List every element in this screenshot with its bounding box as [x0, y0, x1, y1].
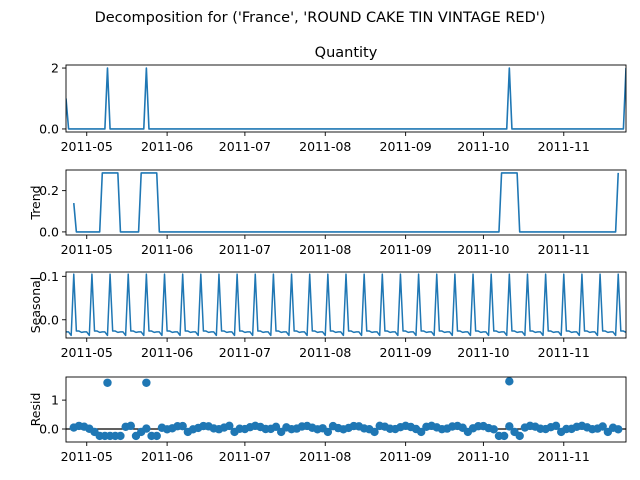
figure-suptitle: Decomposition for ('France', 'ROUND CAKE…: [95, 10, 546, 26]
x-tick-label: 2011-11: [538, 139, 590, 154]
plot-area: [66, 377, 626, 441]
y-tick-label: 0.0: [39, 422, 59, 437]
y-tick-label: 0.1: [39, 269, 59, 284]
x-tick-label: 2011-10: [457, 139, 509, 154]
panel-title: Quantity: [315, 45, 378, 61]
series-line-quantity: [66, 67, 626, 130]
x-tick-label: 2011-07: [219, 139, 271, 154]
x-tick-label: 2011-08: [299, 139, 351, 154]
axes-frame: [65, 64, 627, 133]
x-tick-label: 2011-07: [219, 242, 271, 257]
resid-point: [416, 427, 426, 437]
resid-point: [142, 424, 151, 433]
x-tick-label: 2011-11: [538, 449, 590, 464]
resid-point: [515, 431, 524, 441]
x-tick-label: 2011-05: [61, 345, 113, 360]
resid-point: [598, 422, 607, 431]
y-axis-label: Seasonal: [28, 277, 43, 334]
panel-quantity: 0.0 2 2011-05 2011-06 2011-07 2011-08 2011-09 2…: [39, 45, 627, 154]
series-line-trend: [72, 172, 620, 233]
resid-point: [178, 421, 187, 431]
x-tick-label: 2011-09: [380, 139, 432, 154]
y-axis-label: Trend: [28, 185, 43, 220]
y-tick-label: 2: [51, 61, 59, 76]
x-tick-label: 2011-08: [299, 449, 351, 464]
series-line-seasonal: [66, 273, 626, 337]
x-tick-label: 2011-07: [219, 449, 271, 464]
resid-point: [116, 431, 125, 441]
panel-resid: 0.0 1 2011-05 2011-06 2011-07 2011-08 2011-09 2…: [28, 376, 627, 464]
resid-point: [505, 422, 514, 431]
x-tick-label: 2011-09: [380, 449, 432, 464]
plot-area: [66, 273, 626, 337]
y-tick-label: 1: [51, 393, 59, 408]
x-tick-label: 2011-10: [457, 449, 509, 464]
resid-point-spike: [103, 378, 112, 387]
x-tick-label: 2011-06: [141, 449, 193, 464]
x-tick-label: 2011-06: [141, 345, 193, 360]
x-tick-label: 2011-07: [219, 345, 271, 360]
resid-point: [489, 425, 498, 434]
plot-area: [66, 67, 626, 130]
resid-point: [323, 427, 333, 437]
x-tick-label: 2011-05: [61, 449, 113, 464]
y-axis-label: Resid: [28, 393, 43, 427]
axes-frame: [65, 271, 627, 339]
resid-point: [126, 421, 136, 431]
panel-seasonal: 0.0 0.1 2011-05 2011-06 2011-07 2011-08 2011-0…: [28, 269, 627, 360]
y-tick-label: 0.0: [39, 312, 59, 327]
x-tick-label: 2011-09: [380, 345, 432, 360]
x-tick-label: 2011-10: [457, 242, 509, 257]
resid-point: [499, 431, 509, 441]
x-tick-label: 2011-06: [141, 242, 193, 257]
resid-point: [152, 431, 161, 441]
x-tick-label: 2011-08: [299, 345, 351, 360]
x-tick-label: 2011-06: [141, 139, 193, 154]
x-tick-label: 2011-09: [380, 242, 432, 257]
x-tick-label: 2011-11: [538, 242, 590, 257]
resid-point: [551, 421, 561, 431]
axes-frame: [65, 169, 627, 236]
resid-point: [271, 422, 281, 432]
resid-point: [614, 425, 623, 434]
x-tick-label: 2011-11: [538, 345, 590, 360]
y-tick-label: 0.2: [39, 183, 59, 198]
resid-point: [225, 421, 234, 431]
x-tick-label: 2011-10: [457, 345, 509, 360]
y-tick-label: 0.0: [39, 121, 59, 136]
panel-trend: 0.0 0.2 2011-05 2011-06 2011-07 2011-08 2011-0…: [28, 169, 627, 257]
resid-point: [370, 427, 379, 437]
x-tick-label: 2011-08: [299, 242, 351, 257]
x-tick-label: 2011-05: [61, 139, 113, 154]
panels: 0.0 2 2011-05 2011-06 2011-07 2011-08 2011-09 2…: [28, 45, 627, 464]
y-tick-label: 0.0: [39, 224, 59, 239]
resid-point-spike: [505, 377, 514, 386]
resid-point-spike: [142, 378, 151, 387]
axes-frame: [65, 376, 627, 443]
x-tick-label: 2011-05: [61, 242, 113, 257]
plot-area: [72, 172, 620, 233]
